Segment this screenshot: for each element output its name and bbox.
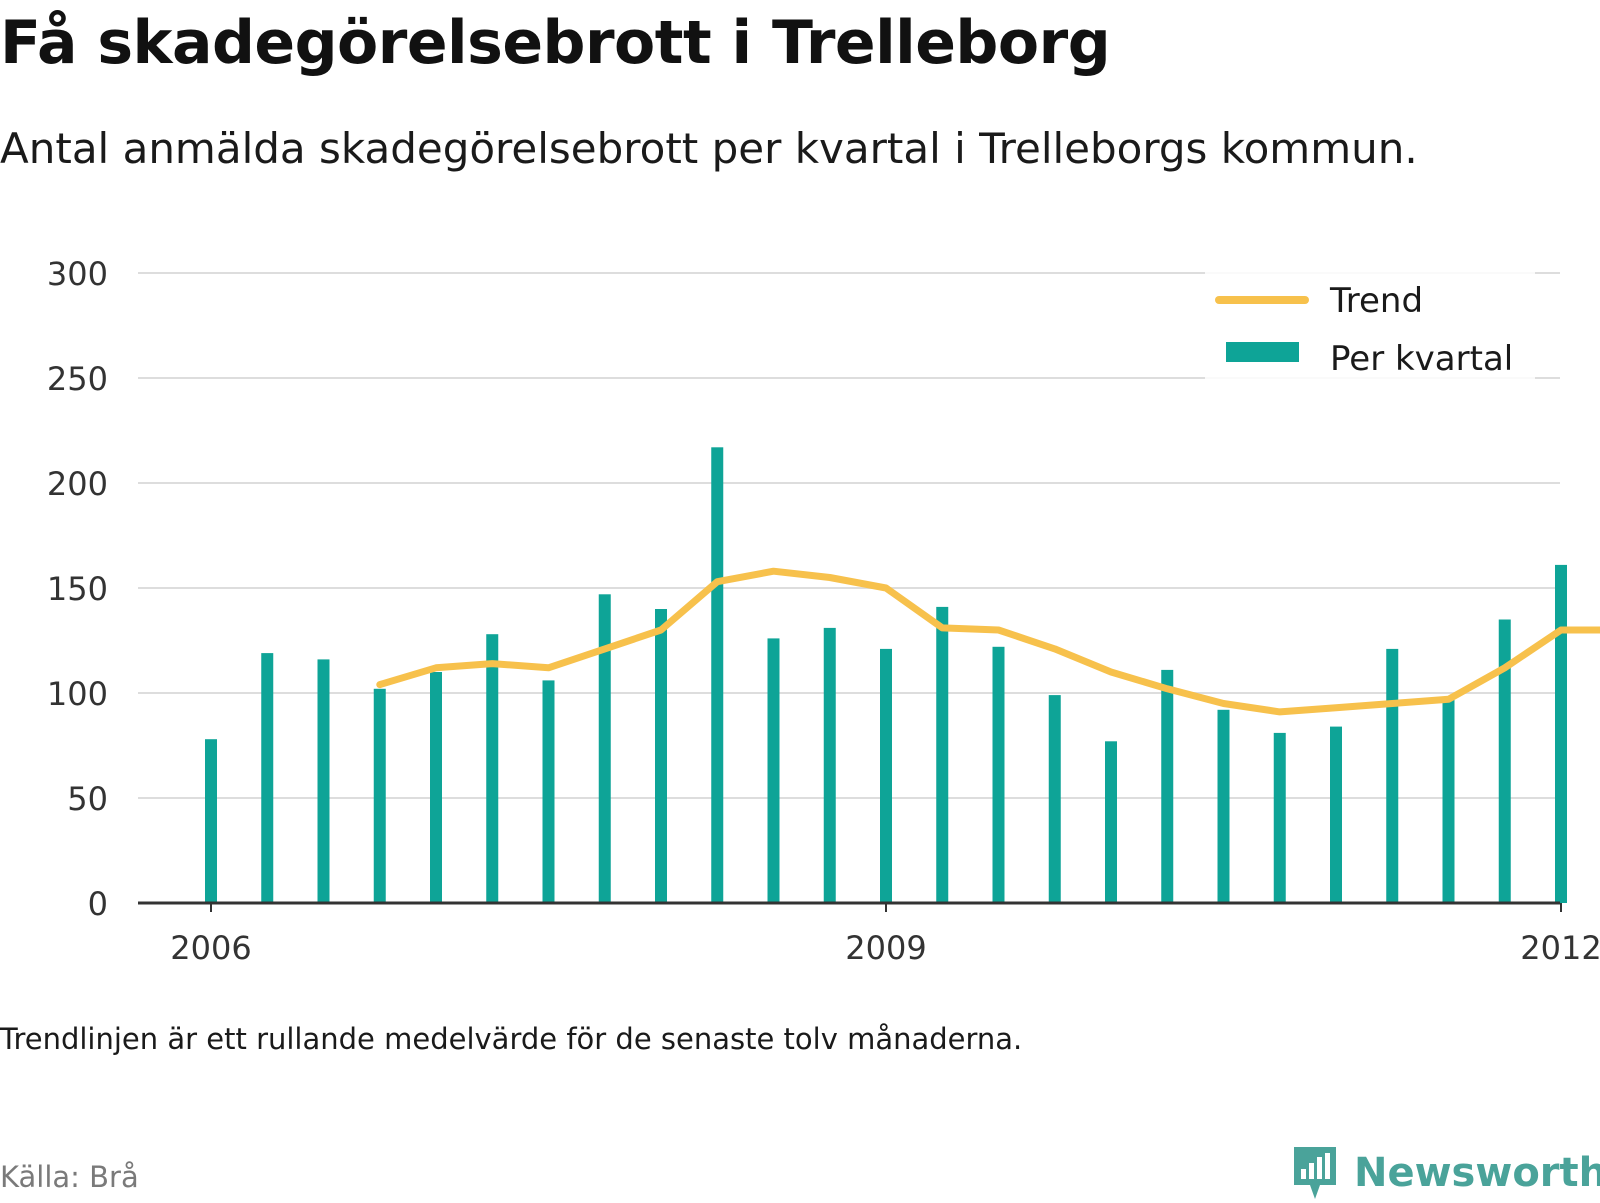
bar — [711, 447, 724, 903]
y-tick-label: 200 — [47, 465, 108, 503]
brand-name: Newsworthy — [1354, 1150, 1600, 1196]
y-tick-label: 100 — [47, 675, 108, 713]
bar — [1161, 669, 1174, 903]
newsworthy-icon — [1294, 1147, 1336, 1199]
x-axis: 2006200920122015201820212023 — [138, 901, 1600, 967]
bar — [992, 646, 1005, 903]
y-tick-label: 250 — [47, 360, 108, 398]
x-tick-label: 2006 — [170, 929, 251, 967]
bar — [767, 638, 780, 903]
bar — [1273, 732, 1286, 903]
bar — [430, 672, 442, 903]
bars-per-kvartal — [205, 447, 1567, 903]
y-tick-label: 300 — [47, 255, 108, 293]
bar — [373, 688, 386, 903]
legend: Trend Per kvartal — [1205, 264, 1535, 382]
brand-logo: Newsworthy — [1290, 1143, 1600, 1203]
source-label: Källa: Brå — [0, 1160, 139, 1194]
y-tick-label: 150 — [47, 570, 108, 608]
bar — [317, 659, 330, 903]
bar — [1217, 709, 1230, 903]
bar — [823, 627, 836, 903]
bar — [486, 634, 499, 903]
bar — [1386, 648, 1399, 903]
bar — [1498, 619, 1511, 903]
chart-title: Få skadegörelsebrott i Trelleborg — [0, 8, 1111, 78]
y-tick-label: 50 — [67, 780, 108, 818]
bar — [880, 648, 892, 903]
legend-trend-label: Trend — [1329, 281, 1423, 321]
bar — [655, 609, 667, 903]
footnote: Trendlinjen är ett rullande medelvärde f… — [0, 1022, 1023, 1056]
legend-background — [1205, 264, 1535, 382]
bar — [1048, 695, 1061, 903]
legend-bar-label: Per kvartal — [1330, 339, 1513, 379]
trend-line — [376, 567, 1600, 716]
bar — [936, 606, 949, 903]
x-tick-label: 2009 — [845, 929, 926, 967]
bar — [1105, 741, 1117, 903]
y-tick-label: 0 — [88, 885, 108, 923]
bar — [1330, 726, 1342, 903]
y-axis-ticks: 0 50 100 150 200 250 300 — [47, 255, 108, 923]
bar — [205, 739, 217, 903]
chart-subtitle: Antal anmälda skadegörelsebrott per kvar… — [0, 124, 1418, 173]
bar — [1555, 564, 1567, 903]
x-tick-label: 2012 — [1520, 929, 1600, 967]
legend-bar-swatch — [1226, 342, 1299, 362]
bar — [261, 653, 274, 903]
trend-line-layer — [376, 567, 1600, 716]
bar — [542, 680, 555, 903]
bar — [1442, 697, 1455, 903]
bar — [598, 594, 611, 903]
